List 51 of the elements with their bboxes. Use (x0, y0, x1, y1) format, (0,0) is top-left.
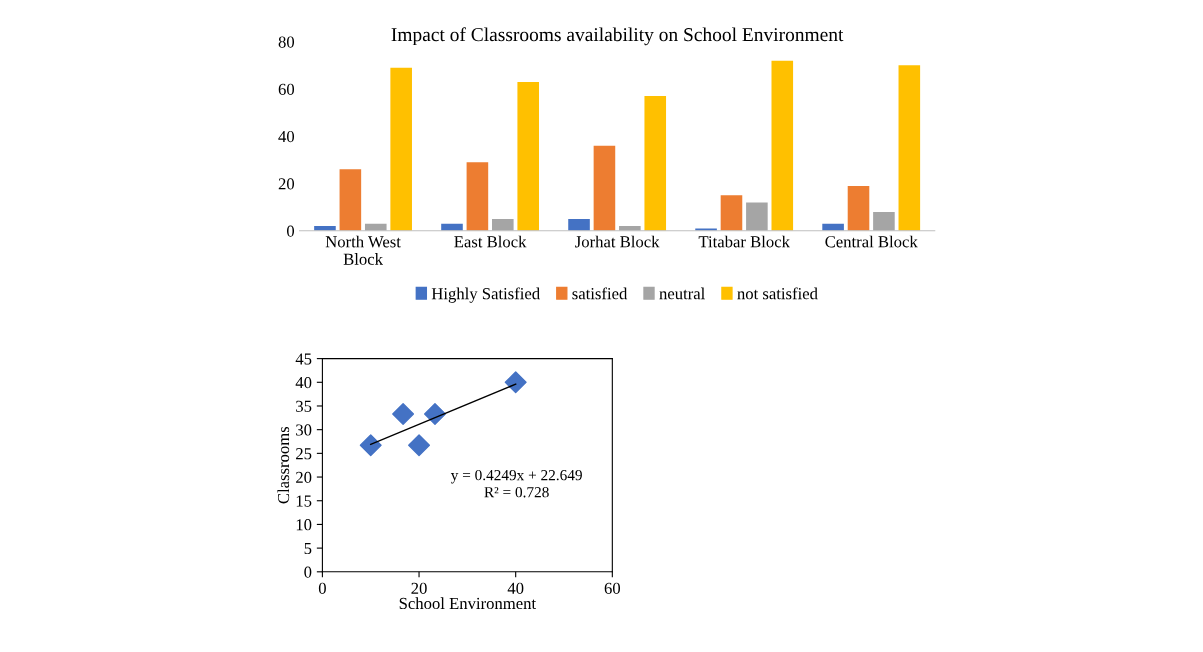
legend-label: not satisfied (737, 287, 818, 300)
x-tick-label: 20 (411, 582, 427, 594)
y-tick-label: 40 (278, 130, 295, 143)
chart-title: Impact of Classrooms availability on School Environment (391, 27, 844, 46)
y-tick-label: 60 (278, 83, 295, 95)
y-tick-label: 80 (278, 36, 295, 48)
y-tick-label: 10 (296, 519, 312, 531)
bar (720, 195, 743, 231)
x-axis-title: School Environment (399, 597, 537, 610)
bar (339, 169, 362, 231)
y-tick-label: 30 (296, 424, 312, 436)
bar (898, 65, 921, 231)
point (392, 403, 415, 426)
legend-label: satisfied (572, 287, 628, 300)
legend-label: neutral (659, 287, 705, 300)
legend-label: Highly Satisfied (431, 287, 540, 303)
x-tick-label: 40 (507, 582, 524, 594)
bar (492, 218, 514, 231)
bar (390, 67, 412, 231)
x-tick-label: 60 (604, 582, 621, 594)
point (359, 434, 382, 457)
bar (746, 202, 768, 231)
y-tick-label: 0 (304, 566, 312, 578)
y-tick-label: 0 (286, 225, 295, 237)
bar (517, 81, 540, 231)
y-tick-label: 45 (295, 353, 312, 365)
y-tick-label: 5 (304, 542, 312, 555)
y-tick-label: 20 (278, 178, 295, 190)
point (504, 371, 527, 394)
x-tick-label: East Block (454, 235, 527, 248)
x-tick-label: Titabar Block (698, 235, 790, 248)
y-tick-label: 15 (296, 495, 312, 507)
x-tick-label: North West Block (325, 235, 401, 265)
bar (466, 162, 489, 231)
y-tick-label: 20 (296, 471, 312, 483)
bar (771, 60, 794, 231)
point (408, 434, 431, 457)
bar (593, 145, 616, 231)
annotation: y = 0.4249x + 22.649 (450, 469, 582, 484)
bar (847, 185, 870, 231)
x-tick-label: Central Block (825, 235, 918, 248)
y-tick-label: 40 (295, 376, 312, 389)
y-axis-title: Classrooms (277, 426, 290, 504)
x-tick-label: Jorhat Block (575, 235, 660, 248)
bar (873, 211, 895, 231)
y-tick-label: 35 (296, 400, 312, 412)
annotation: R² = 0.728 (484, 487, 549, 498)
bar (568, 218, 590, 231)
x-tick-label: 0 (318, 582, 326, 594)
y-tick-label: 25 (296, 448, 312, 460)
bar (644, 96, 667, 231)
